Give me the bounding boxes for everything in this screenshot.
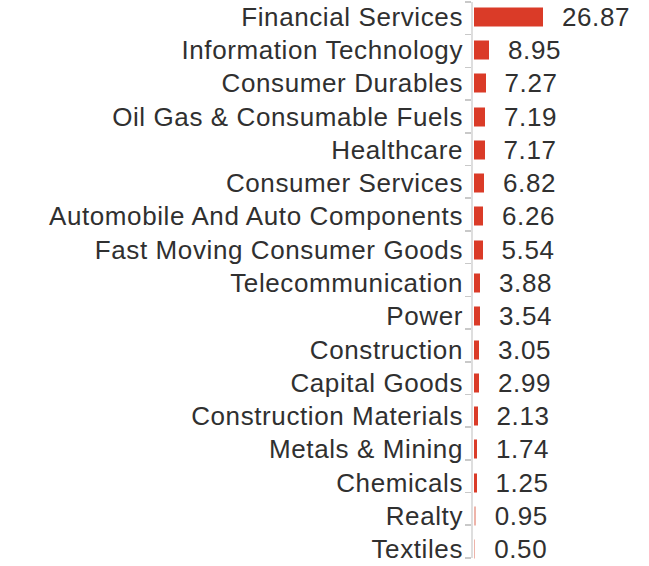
chart-row: Financial Services 26.87 xyxy=(0,0,649,33)
chart-row: Construction 3.05 xyxy=(0,333,649,366)
value-label: 5.54 xyxy=(502,237,555,263)
category-label: Power xyxy=(0,303,463,329)
category-label: Construction Materials xyxy=(0,403,463,429)
bar[interactable] xyxy=(474,140,485,159)
category-label: Information Technology xyxy=(0,37,463,63)
chart-row: Telecommunication 3.88 xyxy=(0,266,649,299)
bar[interactable] xyxy=(474,540,475,559)
category-label: Chemicals xyxy=(0,470,463,496)
category-label: Construction xyxy=(0,337,463,363)
bar[interactable] xyxy=(474,7,543,26)
value-label: 6.82 xyxy=(503,170,556,196)
value-label: 7.17 xyxy=(504,137,557,163)
category-label: Telecommunication xyxy=(0,270,463,296)
value-label: 0.50 xyxy=(494,536,547,562)
chart-row: Metals & Mining 1.74 xyxy=(0,433,649,466)
value-label: 26.87 xyxy=(562,4,630,30)
category-label: Financial Services xyxy=(0,4,463,30)
bar[interactable] xyxy=(474,174,484,193)
value-label: 2.13 xyxy=(497,403,550,429)
value-label: 7.27 xyxy=(505,70,558,96)
bar[interactable] xyxy=(474,373,479,392)
chart-row: Consumer Services 6.82 xyxy=(0,166,649,199)
category-label: Consumer Services xyxy=(0,170,463,196)
category-label: Metals & Mining xyxy=(0,436,463,462)
bar[interactable] xyxy=(474,440,477,459)
chart-row: Chemicals 1.25 xyxy=(0,466,649,499)
chart-row: Textiles 0.50 xyxy=(0,533,649,566)
bar[interactable] xyxy=(474,40,489,59)
value-label: 2.99 xyxy=(498,370,551,396)
bar[interactable] xyxy=(474,240,483,259)
chart-row: Automobile And Auto Components 6.26 xyxy=(0,200,649,233)
category-label: Automobile And Auto Components xyxy=(0,203,463,229)
sector-allocation-bar-chart: Financial Services 26.87 Information Techn… xyxy=(0,0,649,566)
value-label: 1.74 xyxy=(496,436,549,462)
bar[interactable] xyxy=(474,207,483,226)
value-label: 0.95 xyxy=(495,503,548,529)
bar[interactable] xyxy=(474,273,480,292)
bar[interactable] xyxy=(474,473,477,492)
value-label: 3.88 xyxy=(499,270,552,296)
chart-row: Power 3.54 xyxy=(0,300,649,333)
bar[interactable] xyxy=(474,307,480,326)
category-label: Consumer Durables xyxy=(0,70,463,96)
category-label: Textiles xyxy=(0,536,463,562)
category-label: Realty xyxy=(0,503,463,529)
value-label: 8.95 xyxy=(508,37,561,63)
chart-row: Realty 0.95 xyxy=(0,499,649,532)
chart-row: Information Technology 8.95 xyxy=(0,33,649,66)
bar[interactable] xyxy=(474,407,478,426)
chart-row: Healthcare 7.17 xyxy=(0,133,649,166)
chart-row: Capital Goods 2.99 xyxy=(0,366,649,399)
value-label: 3.05 xyxy=(498,337,551,363)
chart-row: Fast Moving Consumer Goods 5.54 xyxy=(0,233,649,266)
category-label: Capital Goods xyxy=(0,370,463,396)
value-label: 1.25 xyxy=(496,470,549,496)
chart-row: Consumer Durables 7.27 xyxy=(0,67,649,100)
chart-row: Construction Materials 2.13 xyxy=(0,399,649,432)
chart-row: Oil Gas & Consumable Fuels 7.19 xyxy=(0,100,649,133)
bar[interactable] xyxy=(474,74,486,93)
value-label: 6.26 xyxy=(502,203,555,229)
bar[interactable] xyxy=(474,340,479,359)
value-label: 7.19 xyxy=(504,104,557,130)
category-label: Oil Gas & Consumable Fuels xyxy=(0,104,463,130)
value-label: 3.54 xyxy=(499,303,552,329)
bar[interactable] xyxy=(474,506,476,525)
category-label: Fast Moving Consumer Goods xyxy=(0,237,463,263)
bar[interactable] xyxy=(474,107,485,126)
category-label: Healthcare xyxy=(0,137,463,163)
